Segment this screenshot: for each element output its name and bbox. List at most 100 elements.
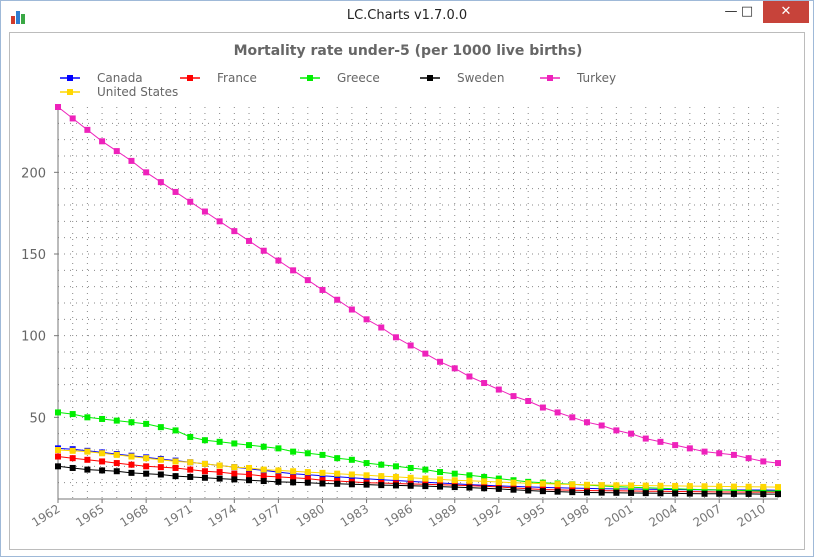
data-point bbox=[334, 296, 341, 303]
data-point bbox=[686, 486, 693, 493]
data-point bbox=[143, 470, 150, 477]
data-point bbox=[246, 464, 253, 471]
data-point bbox=[437, 476, 444, 483]
data-point bbox=[583, 481, 590, 488]
legend-label: Sweden bbox=[457, 71, 504, 85]
data-point bbox=[716, 483, 723, 490]
data-point bbox=[290, 474, 297, 481]
data-point bbox=[363, 481, 370, 488]
data-point bbox=[598, 489, 605, 496]
data-point bbox=[378, 324, 385, 331]
data-point bbox=[422, 466, 429, 473]
data-point bbox=[466, 484, 473, 491]
data-point bbox=[246, 477, 253, 484]
data-point bbox=[55, 453, 61, 460]
data-point bbox=[672, 490, 679, 497]
legend-swatch-marker bbox=[307, 75, 313, 81]
data-point bbox=[113, 417, 120, 424]
data-point bbox=[407, 342, 414, 349]
data-point bbox=[84, 414, 91, 421]
x-tick-label: 1986 bbox=[382, 502, 415, 530]
y-tick-label: 150 bbox=[21, 248, 46, 263]
data-point bbox=[319, 477, 326, 484]
series-turkey bbox=[55, 104, 781, 467]
x-tick-label: 2001 bbox=[602, 502, 635, 530]
data-point bbox=[113, 451, 120, 458]
minimize-icon: — bbox=[724, 4, 738, 19]
data-point bbox=[304, 450, 311, 457]
data-point bbox=[745, 455, 752, 462]
data-point bbox=[231, 464, 238, 471]
data-point bbox=[554, 488, 561, 495]
data-point bbox=[466, 472, 473, 479]
maximize-icon: □ bbox=[740, 4, 754, 19]
data-point bbox=[157, 179, 164, 186]
data-point bbox=[554, 409, 561, 416]
data-point bbox=[172, 188, 179, 195]
x-tick-label: 1989 bbox=[426, 502, 459, 530]
data-point bbox=[246, 442, 253, 449]
data-point bbox=[216, 475, 223, 482]
data-point bbox=[348, 481, 355, 488]
data-point bbox=[745, 487, 752, 494]
y-tick-label: 50 bbox=[29, 411, 46, 426]
data-point bbox=[628, 489, 635, 496]
series-sweden bbox=[55, 463, 781, 498]
data-point bbox=[201, 474, 208, 481]
data-point bbox=[348, 474, 355, 481]
data-point bbox=[701, 483, 708, 490]
data-point bbox=[657, 482, 664, 489]
legend: Canada France Greece Sweden Turkey United Sta… bbox=[60, 71, 616, 99]
x-tick-label: 1971 bbox=[162, 502, 195, 530]
close-button[interactable]: ✕ bbox=[763, 1, 809, 23]
data-point bbox=[187, 433, 194, 440]
data-point bbox=[642, 435, 649, 442]
data-point bbox=[128, 461, 135, 468]
data-point bbox=[760, 491, 767, 498]
data-point bbox=[481, 485, 488, 492]
legend-label: France bbox=[217, 71, 257, 85]
minimize-button[interactable]: — bbox=[709, 1, 753, 23]
data-point bbox=[290, 448, 297, 455]
data-point bbox=[304, 475, 311, 482]
data-point bbox=[187, 473, 194, 480]
data-point bbox=[290, 267, 297, 274]
data-point bbox=[55, 104, 61, 110]
data-point bbox=[363, 472, 370, 479]
data-point bbox=[760, 458, 767, 465]
data-point bbox=[466, 373, 473, 380]
data-point bbox=[260, 247, 267, 254]
data-point bbox=[437, 469, 444, 476]
data-point bbox=[334, 470, 341, 477]
data-point bbox=[525, 398, 532, 404]
data-point bbox=[231, 470, 238, 477]
data-point bbox=[481, 380, 488, 387]
data-point bbox=[260, 473, 267, 480]
data-point bbox=[775, 460, 781, 467]
x-tick-label: 2010 bbox=[735, 502, 768, 530]
x-tick-label: 1977 bbox=[250, 502, 283, 530]
data-point bbox=[539, 488, 546, 495]
data-point bbox=[55, 409, 61, 416]
data-point bbox=[363, 475, 370, 482]
data-point bbox=[187, 198, 194, 205]
data-point bbox=[348, 471, 355, 478]
legend-item: United States bbox=[60, 85, 178, 99]
title-bar[interactable]: LC.Charts v1.7.0.0 — □ ✕ bbox=[1, 1, 813, 32]
data-point bbox=[672, 482, 679, 489]
series-line bbox=[57, 456, 779, 493]
data-point bbox=[495, 475, 502, 482]
data-point bbox=[246, 237, 253, 244]
data-point bbox=[157, 424, 164, 431]
data-point bbox=[539, 480, 546, 487]
data-point bbox=[613, 482, 620, 489]
data-point bbox=[760, 487, 767, 494]
data-point bbox=[686, 490, 693, 497]
data-point bbox=[128, 157, 135, 164]
data-point bbox=[99, 450, 106, 457]
data-point bbox=[686, 483, 693, 490]
data-point bbox=[290, 479, 297, 486]
data-point bbox=[334, 480, 341, 487]
data-point bbox=[510, 393, 517, 400]
maximize-button[interactable]: □ bbox=[725, 1, 769, 23]
